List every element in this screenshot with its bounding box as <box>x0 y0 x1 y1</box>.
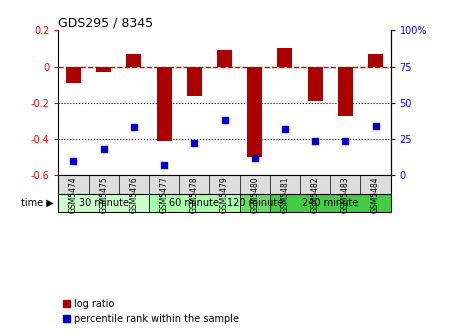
Legend: log ratio, percentile rank within the sample: log ratio, percentile rank within the sa… <box>59 295 243 328</box>
Point <box>342 138 349 143</box>
Bar <box>338 67 353 116</box>
Bar <box>240 194 270 212</box>
Point <box>70 158 77 164</box>
Text: GSM5481: GSM5481 <box>281 176 290 213</box>
Bar <box>270 194 391 212</box>
Point <box>130 125 137 130</box>
Text: GSM5476: GSM5476 <box>129 176 138 213</box>
Text: GSM5475: GSM5475 <box>99 176 108 213</box>
Text: 120 minute: 120 minute <box>227 198 283 208</box>
Text: 60 minute: 60 minute <box>169 198 219 208</box>
Text: GSM5477: GSM5477 <box>159 176 168 213</box>
Text: 30 minute: 30 minute <box>79 198 129 208</box>
Bar <box>277 48 292 67</box>
Text: GSM5480: GSM5480 <box>250 176 259 213</box>
Text: GSM5482: GSM5482 <box>311 176 320 213</box>
Bar <box>157 67 172 141</box>
Text: GSM5484: GSM5484 <box>371 176 380 213</box>
Bar <box>96 67 111 72</box>
Text: GSM5478: GSM5478 <box>190 176 199 213</box>
Point <box>312 138 319 143</box>
Text: GDS295 / 8345: GDS295 / 8345 <box>58 16 154 29</box>
Text: GSM5479: GSM5479 <box>220 176 229 213</box>
Bar <box>308 67 323 101</box>
Point <box>100 146 107 152</box>
Text: time ▶: time ▶ <box>21 198 54 208</box>
Bar <box>58 194 149 212</box>
Bar <box>217 50 232 67</box>
Point <box>282 126 289 132</box>
Bar <box>368 54 383 67</box>
Point <box>251 155 258 161</box>
Text: 240 minute: 240 minute <box>302 198 358 208</box>
Text: GSM5474: GSM5474 <box>69 176 78 213</box>
Bar <box>247 67 262 157</box>
Bar <box>126 54 141 67</box>
Point <box>160 163 167 168</box>
Point <box>191 141 198 146</box>
Bar <box>187 67 202 95</box>
Text: GSM5483: GSM5483 <box>341 176 350 213</box>
Point <box>221 118 228 123</box>
Bar <box>66 67 81 83</box>
Bar <box>149 194 240 212</box>
Point <box>372 123 379 129</box>
